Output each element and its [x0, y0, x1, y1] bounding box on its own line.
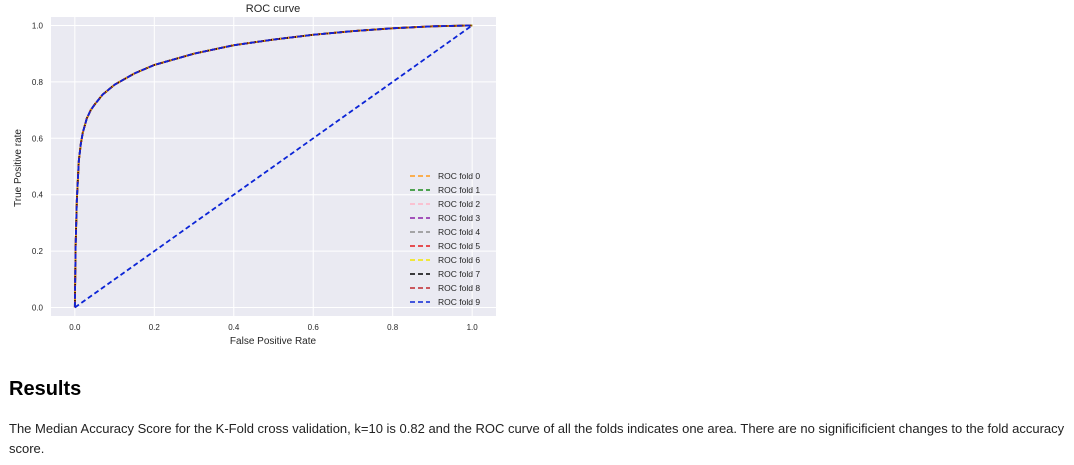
legend-label: ROC fold 8 [438, 283, 480, 293]
chart-title: ROC curve [246, 3, 300, 15]
y-tick-label: 0.8 [32, 78, 44, 87]
legend: ROC fold 0 ROC fold 1 ROC fold 2 ROC fold 3… [410, 171, 480, 307]
legend-label: ROC fold 1 [438, 185, 480, 195]
x-tick-label: 0.2 [149, 323, 161, 332]
roc-chart-svg: 0.0 0.2 0.4 0.6 0.8 1.0 0.0 0.2 0.4 0.6 0.8 1.0 ROC… [13, 3, 496, 347]
x-axis-label: False Positive Rate [230, 336, 317, 347]
legend-label: ROC fold 4 [438, 227, 480, 237]
y-tick-label: 0.2 [32, 247, 44, 256]
grid-lines [51, 17, 496, 316]
legend-label: ROC fold 7 [438, 269, 480, 279]
legend-label: ROC fold 2 [438, 199, 480, 209]
roc-fold-line [73, 24, 473, 308]
y-tick-label: 0.4 [32, 191, 44, 200]
x-tick-label: 1.0 [467, 323, 479, 332]
legend-label: ROC fold 0 [438, 171, 480, 181]
legend-label: ROC fold 5 [438, 241, 480, 251]
results-heading: Results [9, 378, 82, 400]
diagonal-line [74, 24, 473, 309]
y-axis-label: True Positive rate [13, 129, 24, 207]
legend-label: ROC fold 9 [438, 297, 480, 307]
y-tick-label: 1.0 [32, 21, 44, 30]
tick-labels: 0.0 0.2 0.4 0.6 0.8 1.0 0.0 0.2 0.4 0.6 0.8 1.0 [32, 21, 478, 332]
x-tick-label: 0.4 [228, 323, 240, 332]
y-tick-label: 0.0 [32, 304, 44, 313]
x-tick-label: 0.6 [308, 323, 320, 332]
roc-lines [73, 24, 473, 309]
legend-label: ROC fold 3 [438, 213, 480, 223]
x-tick-label: 0.8 [387, 323, 399, 332]
results-paragraph: The Median Accuracy Score for the K-Fold… [9, 421, 1065, 456]
roc-chart: 0.0 0.2 0.4 0.6 0.8 1.0 0.0 0.2 0.4 0.6 0.8 1.0 ROC… [0, 0, 520, 360]
y-tick-label: 0.6 [32, 134, 44, 143]
legend-label: ROC fold 6 [438, 255, 480, 265]
roc-fold-line [73, 24, 473, 308]
x-tick-label: 0.0 [69, 323, 81, 332]
